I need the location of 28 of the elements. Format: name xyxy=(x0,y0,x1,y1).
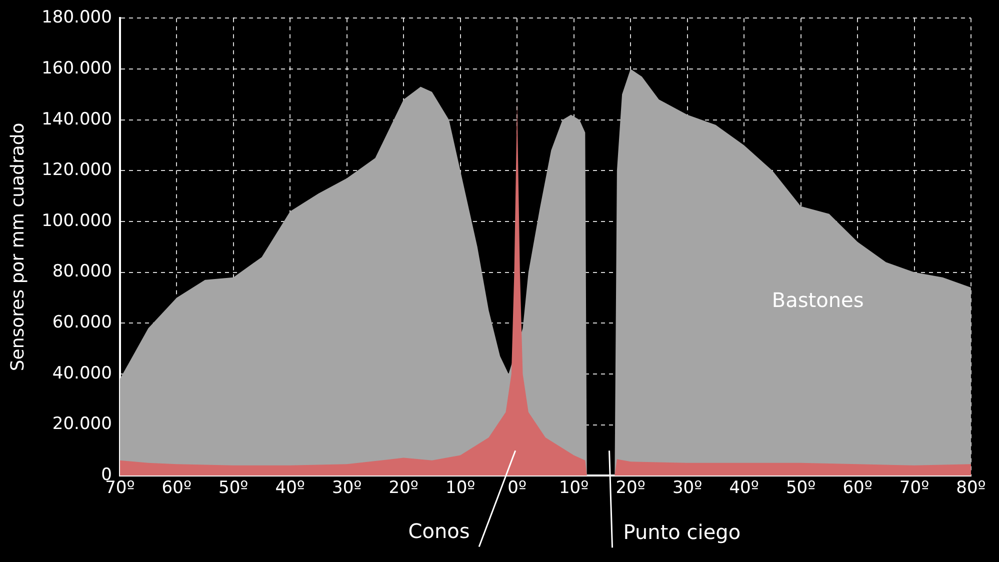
y-tick-label: 60.000 xyxy=(52,312,112,333)
series-label: Bastones xyxy=(772,288,864,312)
y-tick-label: 120.000 xyxy=(42,160,112,180)
x-tick-label: 30º xyxy=(332,478,362,498)
y-tick-label: 80.000 xyxy=(52,262,112,282)
y-tick-label: 160.000 xyxy=(42,58,112,78)
x-tick-label: 70º xyxy=(899,478,930,498)
text: Punto ciego xyxy=(623,520,741,544)
x-tick-label: 30º xyxy=(672,478,702,498)
y-tick-label: 100.000 xyxy=(42,210,112,231)
x-tick-label: 20º xyxy=(616,478,646,498)
x-tick-label: 20º xyxy=(388,478,418,498)
text: Conos xyxy=(408,518,470,543)
y-tick-label: 140.000 xyxy=(42,109,112,130)
y-tick-label: 20.000 xyxy=(52,414,112,434)
x-tick-label: 10º xyxy=(558,478,589,498)
x-tick-label: 60º xyxy=(842,478,872,498)
y-axis-title: Sensores por mm cuadrado xyxy=(7,122,28,372)
x-tick-label: 0º xyxy=(508,478,526,498)
x-tick-label: 60º xyxy=(162,478,192,498)
x-tick-label: 40º xyxy=(275,478,305,498)
x-tick-label: 50º xyxy=(786,478,816,498)
x-tick-label: 40º xyxy=(729,478,759,498)
x-tick-label: 80º xyxy=(956,478,986,498)
x-tick-label: 50º xyxy=(218,478,248,498)
y-tick-label: 180.000 xyxy=(42,8,112,28)
x-tick-label: 10º xyxy=(446,478,476,498)
y-tick-label: 40.000 xyxy=(52,363,112,384)
